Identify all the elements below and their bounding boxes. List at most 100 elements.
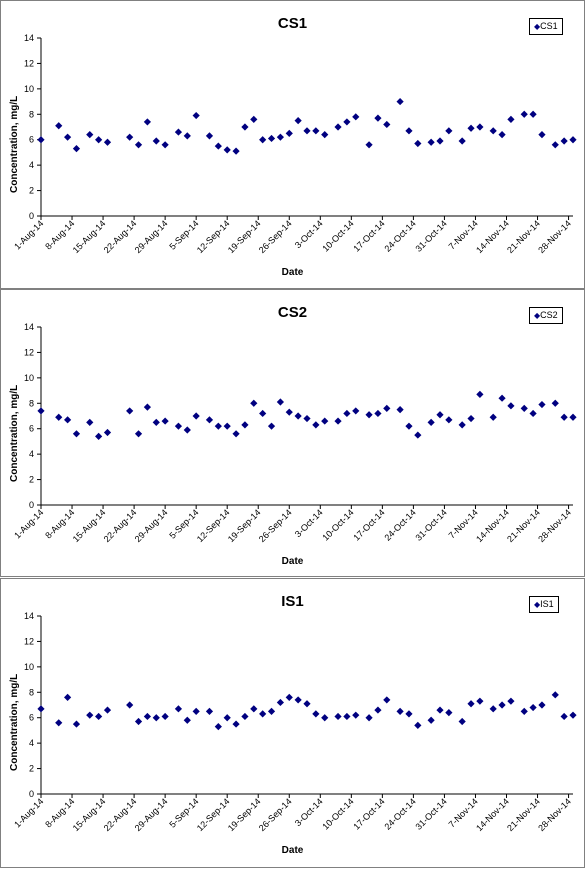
- x-tick-label: 3-Oct-14: [293, 218, 325, 250]
- data-point: [192, 111, 200, 120]
- plot-area: 024681012141-Aug-148-Aug-1415-Aug-1422-A…: [12, 611, 577, 833]
- data-point: [103, 428, 112, 437]
- data-point: [303, 700, 311, 708]
- plot-area: 024681012141-Aug-148-Aug-1415-Aug-1422-A…: [12, 33, 577, 255]
- data-point: [507, 402, 515, 410]
- data-point: [383, 696, 391, 704]
- data-point: [538, 131, 546, 139]
- data-point: [458, 421, 466, 429]
- data-point: [72, 430, 81, 438]
- data-point: [427, 418, 435, 426]
- y-tick-label: 14: [24, 322, 34, 332]
- data-point: [161, 417, 169, 425]
- x-tick-label: 1-Aug-14: [12, 796, 45, 829]
- y-tick-label: 8: [29, 687, 34, 697]
- legend-label: CS2: [540, 310, 558, 320]
- y-tick-label: 10: [24, 84, 34, 94]
- data-point: [396, 97, 404, 106]
- data-point: [174, 422, 183, 430]
- y-tick-label: 6: [29, 135, 34, 145]
- data-point: [396, 707, 404, 715]
- data-point: [134, 141, 143, 149]
- data-point: [520, 110, 528, 118]
- x-tick-label: 3-Oct-14: [293, 507, 325, 539]
- data-point: [374, 706, 382, 714]
- x-tick-label: 10-Oct-14: [320, 796, 355, 831]
- data-point: [507, 115, 515, 123]
- data-point: [285, 408, 293, 416]
- x-tick-label: 29-Aug-14: [133, 218, 170, 255]
- y-tick-label: 4: [29, 160, 34, 170]
- data-point: [312, 710, 320, 718]
- data-point: [55, 122, 63, 130]
- x-tick-label: 17-Oct-14: [351, 218, 386, 253]
- plot-area: 024681012141-Aug-148-Aug-1415-Aug-1422-A…: [12, 322, 577, 544]
- data-point: [259, 409, 267, 418]
- data-point: [334, 417, 342, 425]
- data-point: [467, 414, 475, 423]
- data-point: [498, 131, 506, 139]
- data-point: [250, 399, 258, 407]
- data-point: [498, 394, 506, 402]
- y-tick-label: 6: [29, 424, 34, 434]
- data-point: [352, 711, 360, 719]
- data-point: [161, 141, 169, 149]
- data-point: [103, 706, 112, 714]
- y-tick-label: 12: [24, 636, 34, 646]
- diamond-icon: ◆: [534, 600, 541, 609]
- data-point: [427, 716, 435, 724]
- y-tick-label: 8: [29, 398, 34, 408]
- y-tick-label: 14: [24, 33, 34, 43]
- data-point: [321, 417, 329, 425]
- data-point: [143, 403, 151, 411]
- data-point: [405, 127, 413, 135]
- chart-title: CS2: [277, 304, 308, 321]
- x-tick-label: 17-Oct-14: [351, 796, 386, 831]
- data-point: [205, 416, 214, 424]
- data-point: [241, 712, 249, 721]
- x-tick-label: 26-Sep-14: [257, 507, 294, 544]
- x-tick-label: 26-Sep-14: [257, 796, 294, 833]
- x-tick-label: 24-Oct-14: [382, 218, 417, 253]
- x-tick-label: 31-Oct-14: [413, 218, 448, 253]
- data-point: [383, 120, 391, 129]
- data-point: [343, 118, 351, 126]
- data-point: [250, 115, 258, 123]
- data-point: [365, 714, 373, 722]
- x-axis-label: Date: [281, 556, 304, 567]
- data-point: [192, 707, 200, 715]
- data-point: [64, 133, 72, 141]
- data-point: [396, 406, 404, 414]
- legend: ◆CS1: [529, 18, 563, 35]
- data-point: [152, 714, 160, 722]
- data-point: [334, 123, 342, 131]
- data-point: [250, 705, 258, 713]
- data-point: [560, 137, 568, 145]
- data-point: [551, 141, 559, 149]
- data-point: [352, 407, 360, 415]
- data-point: [445, 709, 453, 717]
- x-tick-label: 1-Aug-14: [12, 218, 45, 251]
- legend-label: CS1: [540, 21, 558, 31]
- chart-title: CS1: [277, 15, 308, 32]
- data-point: [205, 707, 214, 715]
- data-point: [569, 711, 577, 719]
- data-point: [276, 698, 284, 707]
- data-point: [232, 430, 240, 438]
- diamond-icon: ◆: [534, 22, 541, 31]
- y-tick-label: 10: [24, 373, 34, 383]
- data-point: [143, 712, 151, 721]
- data-point: [445, 127, 453, 135]
- data-point: [55, 413, 63, 421]
- data-point: [507, 697, 515, 705]
- data-point: [126, 701, 134, 709]
- data-point: [343, 712, 351, 721]
- x-tick-label: 10-Oct-14: [320, 507, 355, 542]
- data-point: [538, 400, 546, 409]
- data-point: [529, 703, 537, 712]
- data-point: [312, 421, 320, 429]
- y-tick-label: 0: [29, 211, 34, 221]
- data-point: [414, 721, 422, 729]
- y-tick-label: 0: [29, 789, 34, 799]
